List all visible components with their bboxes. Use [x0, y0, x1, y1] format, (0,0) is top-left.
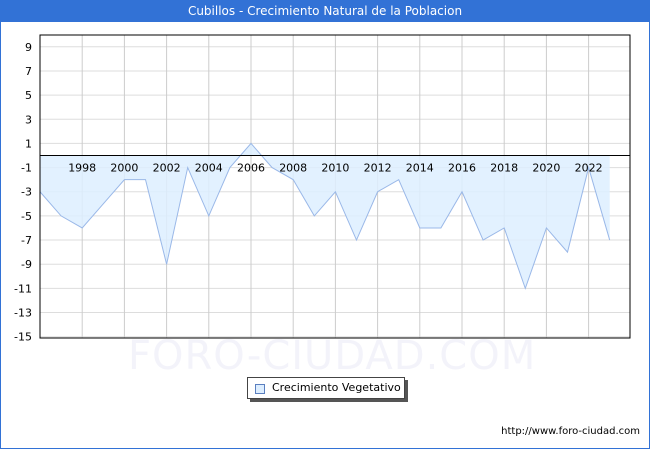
area-fill: [40, 143, 610, 289]
y-tick-label: -3: [21, 186, 32, 199]
y-tick-label: 5: [25, 89, 32, 102]
y-tick-label: -9: [21, 258, 32, 271]
y-tick-label: -11: [14, 282, 32, 295]
x-tick-label: 2022: [575, 162, 603, 175]
x-tick-label: 2000: [110, 162, 138, 175]
source-url: http://www.foro-ciudad.com: [501, 426, 640, 437]
plot-border: [39, 34, 631, 339]
y-tick-label: 3: [25, 113, 32, 126]
series-line: [39, 142, 611, 290]
chart-title: Cubillos - Crecimiento Natural de la Pob…: [0, 0, 650, 22]
x-tick-label: 2002: [153, 162, 181, 175]
x-tick-label: 2020: [532, 162, 560, 175]
x-tick-label: 2016: [448, 162, 476, 175]
x-tick-label: 2012: [364, 162, 392, 175]
y-tick-label: 9: [25, 41, 32, 54]
x-tick-label: 2004: [195, 162, 223, 175]
y-tick-label: -15: [14, 331, 32, 344]
y-tick-label: -1: [21, 162, 32, 175]
x-tick-label: 2018: [490, 162, 518, 175]
x-tick-label: 2010: [321, 162, 349, 175]
y-tick-label: -13: [14, 307, 32, 320]
y-tick-label: 1: [25, 137, 32, 150]
y-tick-label: -7: [21, 234, 32, 247]
x-tick-label: 2006: [237, 162, 265, 175]
x-tick-label: 1998: [68, 162, 96, 175]
legend-swatch-icon: [255, 384, 265, 394]
watermark: FORO-CIUDAD.COM: [128, 333, 537, 379]
legend: Crecimiento Vegetativo: [247, 377, 405, 399]
legend-label: Crecimiento Vegetativo: [272, 381, 401, 394]
y-tick-label: 7: [25, 65, 32, 78]
x-tick-label: 2008: [279, 162, 307, 175]
y-tick-label: -5: [21, 210, 32, 223]
x-tick-label: 2014: [406, 162, 434, 175]
